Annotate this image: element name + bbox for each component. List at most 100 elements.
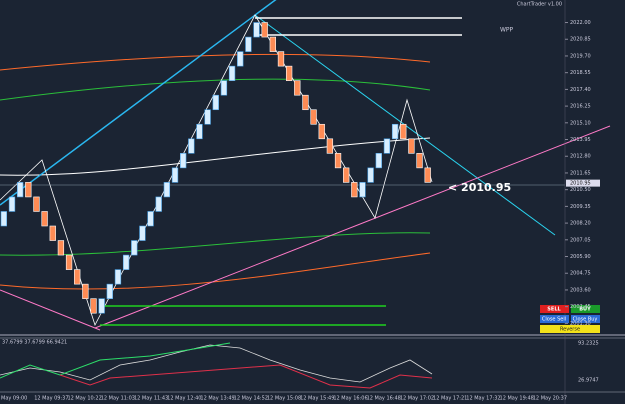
down-brick — [351, 182, 358, 198]
up-brick — [131, 240, 138, 256]
down-brick — [400, 123, 407, 140]
down-brick — [74, 269, 81, 285]
down-brick — [82, 283, 89, 299]
trendline — [0, 0, 277, 206]
osc-tick: 26.9747 — [578, 378, 599, 384]
down-brick — [334, 153, 342, 169]
up-brick — [220, 80, 228, 96]
up-brick — [391, 123, 399, 140]
down-brick — [261, 22, 268, 38]
indicator-label: WPP — [500, 27, 514, 34]
up-brick — [359, 182, 366, 198]
up-brick — [155, 196, 162, 212]
up-brick — [139, 225, 146, 241]
down-brick — [269, 36, 276, 52]
down-brick — [57, 240, 65, 256]
y-tick-label: 2010.50 — [570, 187, 591, 193]
osc-up — [0, 342, 231, 379]
up-brick — [106, 283, 113, 299]
y-tick-label: 2009.35 — [570, 204, 591, 210]
down-brick — [90, 298, 97, 314]
sell-button[interactable] — [540, 305, 569, 313]
x-tick-label: 12 May 17:32 — [466, 396, 500, 402]
up-brick — [8, 196, 16, 212]
y-tick-label: 2005.90 — [570, 254, 591, 260]
indicators — [0, 0, 611, 331]
up-brick — [0, 211, 8, 227]
x-tick-label: 12 May 16:48 — [367, 396, 401, 402]
down-brick — [326, 138, 334, 154]
x-tick-label: 12 May 15:08 — [267, 396, 301, 402]
trade-buttons: SELL BUY Close Sell Close Buy Reverse — [540, 305, 600, 333]
x-tick-label: May 09:00 — [1, 396, 27, 402]
y-tick-label: 2004.75 — [570, 271, 591, 277]
y-tick-label: 2019.70 — [570, 53, 591, 59]
ma-green — [0, 78, 431, 101]
x-tick-label: 12 May 16:06 — [333, 396, 367, 402]
down-brick — [343, 167, 350, 183]
up-brick — [383, 138, 391, 154]
osc-line — [0, 344, 433, 383]
close-buy-button[interactable] — [571, 315, 600, 323]
down-brick — [33, 196, 40, 212]
reverse-button[interactable] — [540, 325, 600, 333]
y-tick-label: 2001.30 — [570, 321, 591, 327]
up-brick — [245, 36, 252, 52]
y-tick-label: 2007.05 — [570, 237, 591, 243]
buy-button[interactable] — [571, 305, 600, 313]
up-brick — [163, 182, 171, 198]
y-tick-label: 2016.25 — [570, 104, 591, 110]
x-tick-label: 12 May 20:37 — [533, 396, 567, 402]
y-tick-label: 2020.85 — [570, 37, 591, 43]
osc-legend: 37.6799 37.6799 66.9421 — [2, 340, 67, 346]
y-tick-label: 2018.55 — [570, 70, 591, 76]
last-price-label: < 2010.95 — [448, 181, 511, 194]
y-tick-label: 2022.00 — [570, 20, 591, 26]
up-brick — [122, 254, 130, 270]
down-brick — [49, 225, 56, 241]
down-brick — [294, 80, 301, 96]
buy-label: BUY — [579, 307, 591, 313]
y-tick-label: 2011.65 — [570, 170, 591, 176]
x-tick-label: 12 May 11:43 — [134, 396, 168, 402]
x-tick-label: 12 May 17:02 — [400, 396, 434, 402]
ma-orange-low — [0, 252, 431, 290]
down-brick — [424, 167, 431, 183]
up-brick — [98, 298, 105, 314]
up-brick — [204, 109, 211, 125]
x-tick-label: 12 May 13:49 — [200, 396, 234, 402]
up-brick — [237, 51, 244, 67]
up-brick — [147, 211, 154, 227]
y-tick-label: 2013.95 — [570, 137, 591, 143]
trader-label: ChartTrader v1.00 — [517, 2, 562, 8]
up-brick — [253, 22, 260, 38]
y-tick-label: 2012.80 — [570, 154, 591, 160]
up-brick — [228, 65, 236, 81]
up-brick — [114, 269, 122, 285]
ma-orange — [0, 53, 431, 71]
x-tick-label: 12 May 11:03 — [101, 396, 135, 402]
osc-down — [59, 364, 433, 389]
osc-tick: 93.2325 — [578, 341, 599, 347]
up-brick — [375, 153, 382, 169]
x-tick-label: 12 May 14:52 — [234, 396, 268, 402]
y-tick-label: 2017.40 — [570, 87, 591, 93]
up-brick — [171, 167, 179, 183]
up-brick — [188, 138, 195, 154]
y-tick-label: 2008.20 — [570, 221, 591, 227]
up-brick — [180, 153, 187, 169]
up-brick — [196, 123, 203, 140]
down-brick — [41, 211, 48, 227]
price-axis-label: 2010.95 — [570, 181, 591, 187]
up-brick — [17, 182, 24, 198]
x-tick-label: 12 May 10:22 — [67, 396, 101, 402]
trendline — [94, 125, 611, 329]
down-brick — [302, 94, 309, 111]
down-brick — [416, 153, 423, 169]
close-sell-label: Close Sell — [542, 317, 566, 323]
trendline — [0, 289, 101, 331]
close-sell-button[interactable] — [540, 315, 569, 323]
x-tick-label: 12 May 19:48 — [500, 396, 534, 402]
